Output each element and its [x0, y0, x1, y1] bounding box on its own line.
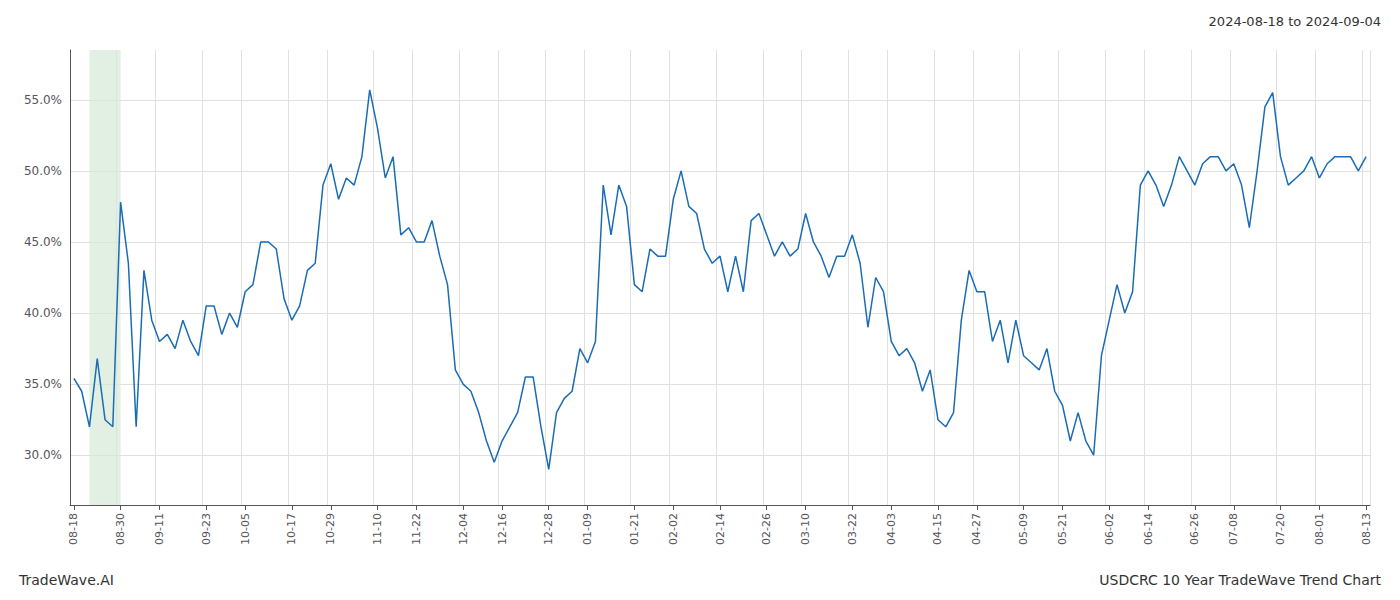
svg-text:10-17: 10-17	[285, 513, 298, 545]
svg-text:50.0%: 50.0%	[24, 164, 62, 178]
svg-text:03-22: 03-22	[846, 513, 859, 545]
svg-text:2024-08-18 to 2024-09-04: 2024-08-18 to 2024-09-04	[1209, 14, 1381, 29]
svg-text:06-14: 06-14	[1142, 513, 1155, 545]
svg-text:09-11: 09-11	[153, 513, 166, 545]
svg-text:08-01: 08-01	[1313, 513, 1326, 545]
svg-text:USDCRC 10 Year TradeWave Trend: USDCRC 10 Year TradeWave Trend Chart	[1099, 572, 1381, 588]
svg-text:08-13: 08-13	[1360, 513, 1373, 545]
svg-text:01-21: 01-21	[628, 513, 641, 545]
svg-text:02-02: 02-02	[667, 513, 680, 545]
svg-text:11-10: 11-10	[371, 513, 384, 545]
svg-text:35.0%: 35.0%	[24, 377, 62, 391]
svg-text:12-28: 12-28	[542, 513, 555, 545]
svg-text:10-05: 10-05	[239, 513, 252, 545]
svg-text:55.0%: 55.0%	[24, 93, 62, 107]
svg-text:40.0%: 40.0%	[24, 306, 62, 320]
svg-text:04-03: 04-03	[885, 513, 898, 545]
svg-text:02-26: 02-26	[760, 513, 773, 545]
svg-text:02-14: 02-14	[714, 513, 727, 545]
svg-text:12-04: 12-04	[457, 513, 470, 545]
svg-text:08-18: 08-18	[67, 513, 80, 545]
svg-text:06-26: 06-26	[1188, 513, 1201, 545]
svg-text:11-22: 11-22	[410, 513, 423, 545]
svg-text:06-02: 06-02	[1103, 513, 1116, 545]
svg-text:08-30: 08-30	[114, 513, 127, 545]
svg-text:05-09: 05-09	[1017, 513, 1030, 545]
svg-text:09-23: 09-23	[200, 513, 213, 545]
svg-text:30.0%: 30.0%	[24, 448, 62, 462]
svg-text:01-09: 01-09	[581, 513, 594, 545]
svg-text:10-29: 10-29	[324, 513, 337, 545]
svg-text:03-10: 03-10	[799, 513, 812, 545]
svg-text:12-16: 12-16	[496, 513, 509, 545]
svg-text:45.0%: 45.0%	[24, 235, 62, 249]
svg-text:07-20: 07-20	[1274, 513, 1287, 545]
svg-text:TradeWave.AI: TradeWave.AI	[18, 572, 114, 588]
svg-text:04-27: 04-27	[970, 513, 983, 545]
svg-text:05-21: 05-21	[1056, 513, 1069, 545]
svg-text:04-15: 04-15	[931, 513, 944, 545]
svg-text:07-08: 07-08	[1227, 513, 1240, 545]
